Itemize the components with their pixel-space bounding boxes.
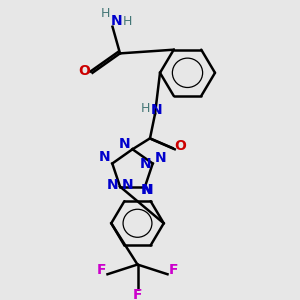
Text: N: N: [150, 103, 162, 117]
Text: F: F: [169, 263, 178, 277]
Text: O: O: [78, 64, 90, 78]
Text: F: F: [97, 263, 106, 277]
Text: N: N: [99, 150, 111, 164]
Text: N: N: [122, 178, 133, 192]
Text: O: O: [174, 140, 186, 154]
Text: H: H: [140, 102, 150, 115]
Text: N: N: [140, 158, 151, 171]
Text: H: H: [123, 16, 132, 28]
Text: H: H: [100, 7, 110, 20]
Text: N: N: [110, 14, 122, 28]
Text: N: N: [107, 178, 118, 192]
Text: N: N: [142, 183, 153, 197]
Text: N: N: [154, 151, 166, 165]
Text: N: N: [119, 137, 131, 151]
Text: N: N: [140, 183, 152, 197]
Text: F: F: [133, 287, 142, 300]
